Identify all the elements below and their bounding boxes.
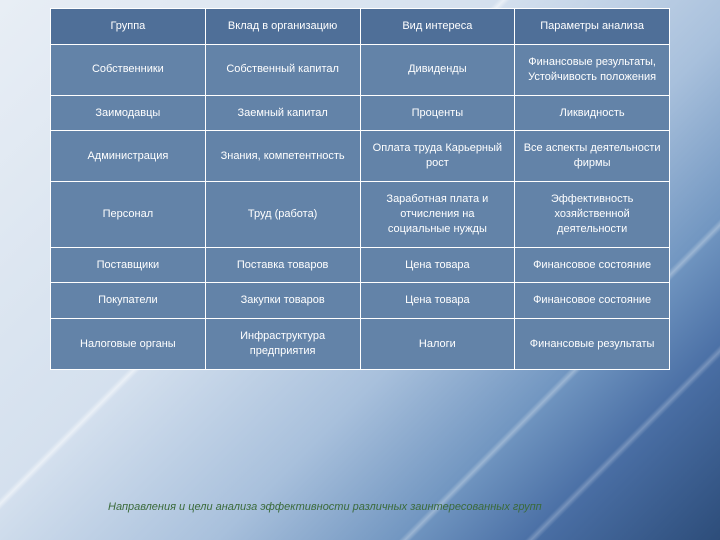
col-header: Вклад в организацию	[205, 9, 360, 45]
cell: Заемный капитал	[205, 95, 360, 131]
cell: Персонал	[51, 182, 206, 248]
cell: Собственный капитал	[205, 44, 360, 95]
cell: Все аспекты деятельности фирмы	[515, 131, 670, 182]
cell: Налоги	[360, 319, 515, 370]
cell: Собственники	[51, 44, 206, 95]
cell: Поставщики	[51, 247, 206, 283]
table-caption: Направления и цели анализа эффективности…	[108, 500, 588, 514]
cell: Закупки товаров	[205, 283, 360, 319]
table-row: Администрация Знания, компетентность Опл…	[51, 131, 670, 182]
stakeholder-table: Группа Вклад в организацию Вид интереса …	[50, 8, 670, 370]
table-row: Персонал Труд (работа) Заработная плата …	[51, 182, 670, 248]
table-header-row: Группа Вклад в организацию Вид интереса …	[51, 9, 670, 45]
table-row: Налоговые органы Инфраструктура предприя…	[51, 319, 670, 370]
cell: Заимодавцы	[51, 95, 206, 131]
cell: Проценты	[360, 95, 515, 131]
cell: Цена товара	[360, 247, 515, 283]
cell: Цена товара	[360, 283, 515, 319]
cell: Оплата труда Карьерный рост	[360, 131, 515, 182]
cell: Ликвидность	[515, 95, 670, 131]
cell: Финансовое состояние	[515, 247, 670, 283]
cell: Заработная плата и отчисления на социаль…	[360, 182, 515, 248]
cell: Инфраструктура предприятия	[205, 319, 360, 370]
table-row: Поставщики Поставка товаров Цена товара …	[51, 247, 670, 283]
table-row: Покупатели Закупки товаров Цена товара Ф…	[51, 283, 670, 319]
cell: Поставка товаров	[205, 247, 360, 283]
cell: Финансовые результаты, Устойчивость поло…	[515, 44, 670, 95]
cell: Дивиденды	[360, 44, 515, 95]
cell: Эффективность хозяйственной деятельности	[515, 182, 670, 248]
cell: Финансовые результаты	[515, 319, 670, 370]
cell: Налоговые органы	[51, 319, 206, 370]
slide: Группа Вклад в организацию Вид интереса …	[0, 0, 720, 540]
cell: Администрация	[51, 131, 206, 182]
col-header: Группа	[51, 9, 206, 45]
table-row: Собственники Собственный капитал Дивиден…	[51, 44, 670, 95]
col-header: Параметры анализа	[515, 9, 670, 45]
cell: Покупатели	[51, 283, 206, 319]
cell: Труд (работа)	[205, 182, 360, 248]
table-row: Заимодавцы Заемный капитал Проценты Ликв…	[51, 95, 670, 131]
cell: Финансовое состояние	[515, 283, 670, 319]
cell: Знания, компетентность	[205, 131, 360, 182]
col-header: Вид интереса	[360, 9, 515, 45]
